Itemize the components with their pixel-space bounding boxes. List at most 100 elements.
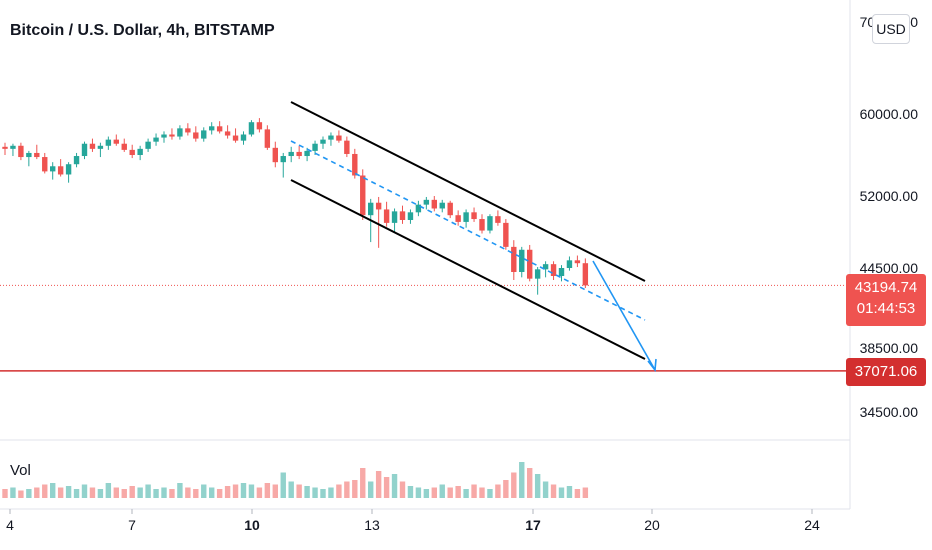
volume-bar — [65, 486, 72, 498]
candle-body — [280, 156, 286, 163]
volume-bar — [240, 483, 247, 498]
volume-bar — [487, 489, 493, 498]
candle-body — [344, 140, 350, 154]
candle-body — [558, 268, 565, 276]
volume-bar — [534, 474, 541, 498]
candle-body — [272, 147, 278, 163]
candle-body — [105, 139, 112, 146]
volume-bar — [2, 489, 8, 498]
candles — [2, 118, 589, 295]
candle-body — [574, 260, 581, 264]
candle-body — [383, 209, 390, 223]
candle-body — [232, 135, 239, 141]
candle-body — [527, 249, 533, 279]
level-badge: 37071.06 — [846, 358, 926, 386]
candle-body — [471, 212, 477, 220]
volume-bar — [10, 487, 16, 498]
time-axis-label: 17 — [525, 517, 541, 533]
volume-bar — [511, 472, 517, 498]
candle-body — [153, 137, 159, 142]
volume-bar — [431, 487, 437, 498]
candle-body — [542, 264, 549, 270]
candle-body — [399, 211, 406, 220]
volume-bar — [216, 489, 223, 498]
candle-body — [487, 216, 493, 231]
volume-bar — [550, 484, 557, 498]
volume-bar — [256, 487, 263, 498]
candle-body — [511, 246, 517, 272]
volume-bar — [42, 484, 48, 498]
candle-body — [2, 146, 8, 149]
volume-bar — [439, 484, 445, 498]
candle-body — [113, 139, 119, 144]
candle-body — [550, 264, 557, 276]
volume-bar — [145, 484, 151, 498]
candle-body — [368, 202, 374, 216]
projection-line[interactable] — [592, 260, 656, 371]
volume-bar — [201, 484, 207, 498]
time-axis[interactable]: 4 7 10 13 17 20 24 — [6, 509, 820, 533]
volume-bar — [519, 462, 525, 498]
channel-upper-line[interactable] — [290, 101, 646, 282]
volume-bar — [153, 489, 159, 498]
volume-bar — [582, 487, 589, 498]
last-price-badge: 43194.74 01:44:53 — [846, 274, 926, 326]
volume-bar — [447, 487, 453, 498]
volume-bar — [558, 487, 565, 498]
price-axis-label: 38500.00 — [860, 340, 919, 356]
volume-bar — [455, 486, 461, 498]
volume-bar — [336, 484, 342, 498]
drawings[interactable] — [0, 101, 850, 373]
volume-bar — [73, 489, 80, 498]
currency-button[interactable]: USD — [872, 14, 910, 44]
candle-body — [209, 126, 215, 131]
volume-bar — [26, 489, 32, 498]
volume-bar — [415, 487, 422, 498]
candle-body — [34, 152, 40, 158]
candle-body — [137, 148, 143, 155]
candle-body — [391, 211, 398, 223]
candle-body — [566, 260, 573, 268]
price-axis-label: 44500.00 — [860, 260, 919, 276]
volume-bar — [177, 483, 183, 498]
volume-bar — [280, 472, 286, 498]
volume-bar — [344, 481, 350, 498]
volume-bar — [383, 477, 390, 498]
volume-bar — [375, 471, 382, 498]
candle-body — [97, 145, 104, 149]
volume-bar — [574, 489, 581, 498]
candle-body — [336, 135, 342, 141]
candle-body — [495, 216, 501, 223]
channel-lower-line[interactable] — [290, 179, 646, 360]
price-axis-label: 52000.00 — [860, 188, 919, 204]
candle-body — [121, 143, 127, 150]
candle-body — [455, 215, 461, 222]
candle-body — [248, 122, 255, 135]
candle-body — [534, 269, 541, 279]
candle-body — [193, 132, 199, 139]
volume-bar — [463, 489, 469, 498]
volume-bar — [471, 484, 477, 498]
volume-bar — [97, 489, 104, 498]
volume-bar — [161, 487, 167, 498]
candle-body — [129, 149, 135, 155]
candle-body — [479, 219, 485, 231]
candle-body — [312, 143, 318, 151]
candle-body — [216, 126, 223, 132]
channel-midline[interactable] — [290, 140, 646, 321]
price-axis-label: 60000.00 — [860, 106, 919, 122]
candle-body — [320, 139, 326, 144]
volume-bar — [248, 484, 255, 498]
candle-body — [10, 145, 16, 149]
candle-body — [42, 157, 48, 172]
volume-bar — [566, 486, 573, 498]
volume-bar — [296, 484, 302, 498]
time-axis-label: 13 — [364, 517, 380, 533]
candle-body — [50, 166, 56, 172]
candle-body — [89, 143, 96, 149]
candle-body — [169, 134, 175, 137]
volume-bar — [264, 483, 271, 498]
volume-bar — [479, 487, 485, 498]
volume-bar — [129, 486, 135, 498]
